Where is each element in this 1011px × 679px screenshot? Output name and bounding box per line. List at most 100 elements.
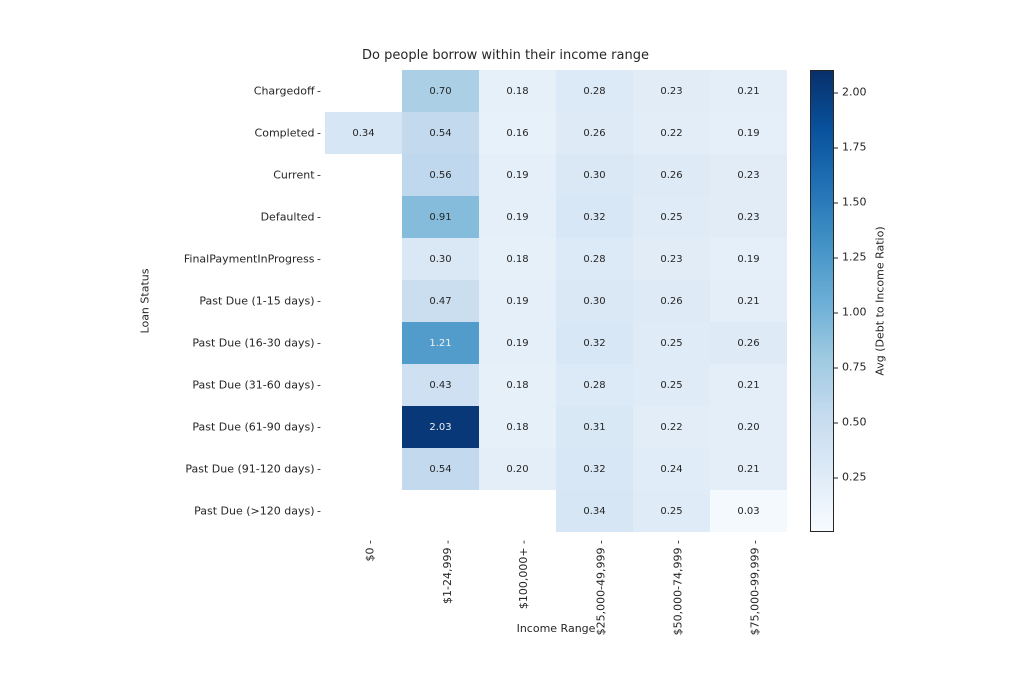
x-tick-text: $1-24,999 <box>441 547 454 603</box>
heatmap-grid: 0.700.180.280.230.210.340.540.160.260.22… <box>325 70 787 532</box>
tick-mark <box>834 477 838 478</box>
colorbar-tick: 1.25 <box>834 251 867 264</box>
heatmap-cell: 0.30 <box>556 280 633 322</box>
heatmap-cell <box>325 154 402 196</box>
tick-mark <box>834 147 838 148</box>
heatmap-cell: 0.22 <box>633 112 710 154</box>
y-tick-label: Past Due (61-90 days) <box>0 421 320 434</box>
y-tick-label: Past Due (91-120 days) <box>0 463 320 476</box>
colorbar-tick-label: 2.00 <box>842 86 867 99</box>
y-tick-label: Past Due (16-30 days) <box>0 337 320 350</box>
colorbar-tick: 1.00 <box>834 306 867 319</box>
heatmap-cell <box>325 364 402 406</box>
colorbar-tick-label: 1.25 <box>842 251 867 264</box>
heatmap-cell: 0.20 <box>710 406 787 448</box>
colorbar: 0.250.500.751.001.251.501.752.00 <box>810 70 834 532</box>
heatmap-cell: 0.31 <box>556 406 633 448</box>
heatmap-cell <box>325 70 402 112</box>
y-tick-label: Current <box>0 169 320 182</box>
heatmap-cell: 0.18 <box>479 406 556 448</box>
colorbar-tick-label: 1.75 <box>842 141 867 154</box>
tick-mark <box>834 92 838 93</box>
heatmap-cell: 0.19 <box>710 112 787 154</box>
y-tick-label: Chargedoff <box>0 85 320 98</box>
heatmap-cell: 0.54 <box>402 448 479 490</box>
heatmap-cell: 0.18 <box>479 70 556 112</box>
heatmap-cell: 0.18 <box>479 238 556 280</box>
heatmap-cell: 0.19 <box>479 322 556 364</box>
heatmap-cell: 1.21 <box>402 322 479 364</box>
heatmap-cell: 0.26 <box>556 112 633 154</box>
heatmap-cell: 0.25 <box>633 364 710 406</box>
heatmap-cell: 0.25 <box>633 322 710 364</box>
y-tick-label: Completed <box>0 127 320 140</box>
colorbar-tick: 0.25 <box>834 471 867 484</box>
heatmap-cell: 0.34 <box>325 112 402 154</box>
heatmap-cell: 0.26 <box>633 154 710 196</box>
heatmap-cell: 0.32 <box>556 322 633 364</box>
colorbar-tick: 1.75 <box>834 141 867 154</box>
colorbar-tick-label: 1.50 <box>842 196 867 209</box>
heatmap-cell: 0.30 <box>402 238 479 280</box>
heatmap-cell: 0.70 <box>402 70 479 112</box>
heatmap-cell: 0.21 <box>710 70 787 112</box>
x-tick-label: $0 - <box>364 540 377 561</box>
heatmap-cell: 0.19 <box>710 238 787 280</box>
heatmap-cell: 0.21 <box>710 280 787 322</box>
x-tick-container: $0 - $1-24,999 - $100,000+ - $25,000-49,999… <box>325 536 787 646</box>
heatmap-cell: 2.03 <box>402 406 479 448</box>
heatmap-cell <box>325 406 402 448</box>
colorbar-tick: 1.50 <box>834 196 867 209</box>
x-tick-text: $0 <box>364 547 377 561</box>
heatmap-cell <box>325 448 402 490</box>
colorbar-tick: 2.00 <box>834 86 867 99</box>
heatmap-cell: 0.47 <box>402 280 479 322</box>
heatmap-cell: 0.21 <box>710 364 787 406</box>
colorbar-gradient <box>810 70 834 532</box>
heatmap-cell <box>479 490 556 532</box>
x-tick-label: $100,000+ - <box>518 540 531 609</box>
heatmap-cell: 0.32 <box>556 196 633 238</box>
tick-mark <box>834 202 838 203</box>
heatmap-cell: 0.25 <box>633 196 710 238</box>
heatmap-cell: 0.19 <box>479 280 556 322</box>
heatmap-cell: 0.23 <box>710 154 787 196</box>
heatmap-cell: 0.25 <box>633 490 710 532</box>
y-tick-label: Defaulted <box>0 211 320 224</box>
heatmap-cell: 0.21 <box>710 448 787 490</box>
colorbar-tick-label: 0.25 <box>842 471 867 484</box>
y-tick-label: Past Due (31-60 days) <box>0 379 320 392</box>
heatmap-cell: 0.23 <box>710 196 787 238</box>
heatmap-cell: 0.28 <box>556 364 633 406</box>
heatmap-cell: 0.56 <box>402 154 479 196</box>
y-tick-label: FinalPaymentInProgress <box>0 253 320 266</box>
heatmap-cell <box>325 238 402 280</box>
x-tick-text: $75,000-99,999 <box>749 547 762 635</box>
heatmap-cell: 0.24 <box>633 448 710 490</box>
x-tick-text: $100,000+ <box>518 547 531 609</box>
heatmap-cell: 0.30 <box>556 154 633 196</box>
colorbar-tick-label: 0.75 <box>842 361 867 374</box>
heatmap-cell: 0.20 <box>479 448 556 490</box>
heatmap-cell: 0.91 <box>402 196 479 238</box>
heatmap-cell <box>325 322 402 364</box>
heatmap-cell: 0.23 <box>633 238 710 280</box>
x-tick-label: $50,000-74,999 - <box>672 540 685 635</box>
chart-title: Do people borrow within their income ran… <box>0 48 1011 63</box>
colorbar-label: Avg (Debt to Income Ratio) <box>874 226 887 375</box>
heatmap-cell: 0.34 <box>556 490 633 532</box>
heatmap-cell: 0.28 <box>556 238 633 280</box>
colorbar-tick: 0.50 <box>834 416 867 429</box>
x-tick-label: $1-24,999 - <box>441 540 454 604</box>
x-tick-text: $25,000-49,999 <box>595 547 608 635</box>
plot-area: 0.700.180.280.230.210.340.540.160.260.22… <box>325 70 787 532</box>
heatmap-cell: 0.26 <box>710 322 787 364</box>
heatmap-cell <box>325 196 402 238</box>
tick-mark <box>834 312 838 313</box>
heatmap-cell <box>325 490 402 532</box>
tick-mark <box>834 422 838 423</box>
heatmap-cell: 0.19 <box>479 154 556 196</box>
heatmap-cell: 0.32 <box>556 448 633 490</box>
colorbar-tick-label: 1.00 <box>842 306 867 319</box>
figure: Do people borrow within their income ran… <box>0 0 1011 679</box>
